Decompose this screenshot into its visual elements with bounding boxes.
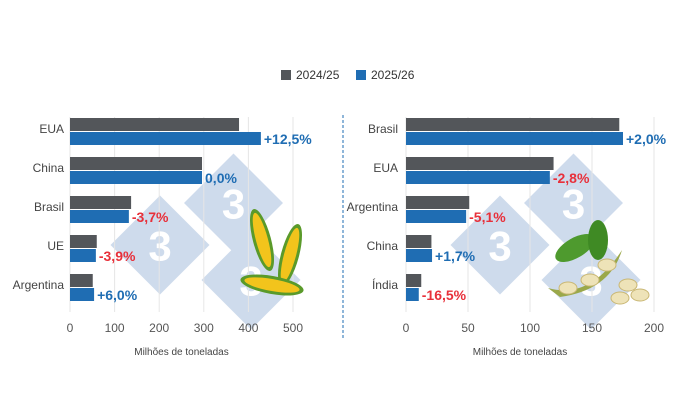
bar-2025-26: [70, 132, 261, 145]
category-label: EUA: [373, 161, 398, 175]
change-label: -2,8%: [553, 170, 590, 186]
category-label: China: [367, 239, 399, 253]
corn-icon: [240, 209, 304, 296]
bar-2025-26: [70, 210, 129, 223]
bar-2025-26: [406, 132, 623, 145]
x-axis-label: Milhões de toneladas: [134, 347, 229, 358]
x-tick-label: 0: [67, 321, 74, 335]
legend-label: 2025/26: [371, 68, 415, 82]
bar-2025-26: [70, 171, 203, 184]
soybean-icon: [548, 220, 650, 305]
bar-2024-25: [70, 196, 132, 209]
bar-2024-25: [70, 274, 93, 287]
bar-2025-26: [70, 249, 96, 262]
bar-2025-26: [70, 288, 95, 301]
x-tick-label: 150: [582, 321, 602, 335]
x-tick-label: 300: [194, 321, 214, 335]
watermark-digit: 3: [222, 180, 245, 227]
chart-panel-1: 0 100 200 300 400 500 Milhões de toneladas EUA +…: [13, 117, 312, 358]
change-label: -3,7%: [132, 209, 169, 225]
legend-swatch: [356, 70, 366, 80]
bar-2024-25: [70, 157, 203, 170]
x-tick-label: 0: [403, 321, 410, 335]
chart-panel-2: 0 50 100 150 200 Milhões de toneladas Brasil +2…: [347, 117, 667, 358]
change-label: +6,0%: [97, 287, 138, 303]
x-tick-label: 500: [283, 321, 303, 335]
category-label: Brasil: [368, 122, 398, 136]
watermark-digit: 3: [148, 222, 171, 269]
bar-2024-25: [406, 118, 620, 131]
watermark-diamond: [110, 195, 210, 295]
watermark-digit: 3: [488, 222, 511, 269]
x-tick-label: 100: [520, 321, 540, 335]
bar-2024-25: [406, 196, 470, 209]
bar-2024-25: [70, 235, 97, 248]
x-tick-label: 200: [149, 321, 169, 335]
x-tick-label: 50: [461, 321, 475, 335]
change-label: +1,7%: [435, 248, 476, 264]
bar-2024-25: [406, 235, 432, 248]
legend-swatch: [281, 70, 291, 80]
category-label: EUA: [39, 122, 64, 136]
change-label: -3,9%: [99, 248, 136, 264]
bar-2025-26: [406, 288, 419, 301]
x-tick-label: 100: [105, 321, 125, 335]
category-label: UE: [47, 239, 64, 253]
x-axis-label: Milhões de toneladas: [473, 347, 568, 358]
watermark-digit: 3: [562, 180, 585, 227]
bar-2025-26: [406, 210, 467, 223]
watermark-logo: 333: [110, 153, 301, 330]
bar-2024-25: [406, 274, 422, 287]
x-tick-label: 200: [644, 321, 664, 335]
category-label: China: [33, 161, 65, 175]
change-label: +12,5%: [264, 131, 312, 147]
change-label: +2,0%: [626, 131, 667, 147]
x-tick-label: 400: [238, 321, 258, 335]
bar-2025-26: [406, 171, 550, 184]
change-label: 0,0%: [205, 170, 237, 186]
category-label: Índia: [372, 277, 398, 292]
category-label: Brasil: [34, 200, 64, 214]
bar-2025-26: [406, 249, 433, 262]
change-label: -5,1%: [469, 209, 506, 225]
bar-2024-25: [406, 157, 554, 170]
legend-label: 2024/25: [296, 68, 340, 82]
bar-2024-25: [70, 118, 240, 131]
category-label: Argentina: [347, 200, 399, 214]
category-label: Argentina: [13, 278, 65, 292]
change-label: -16,5%: [422, 287, 467, 303]
